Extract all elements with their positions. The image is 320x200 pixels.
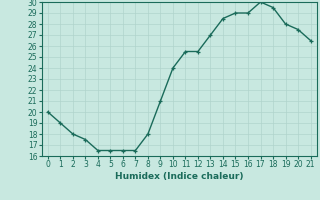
X-axis label: Humidex (Indice chaleur): Humidex (Indice chaleur) xyxy=(115,172,244,181)
